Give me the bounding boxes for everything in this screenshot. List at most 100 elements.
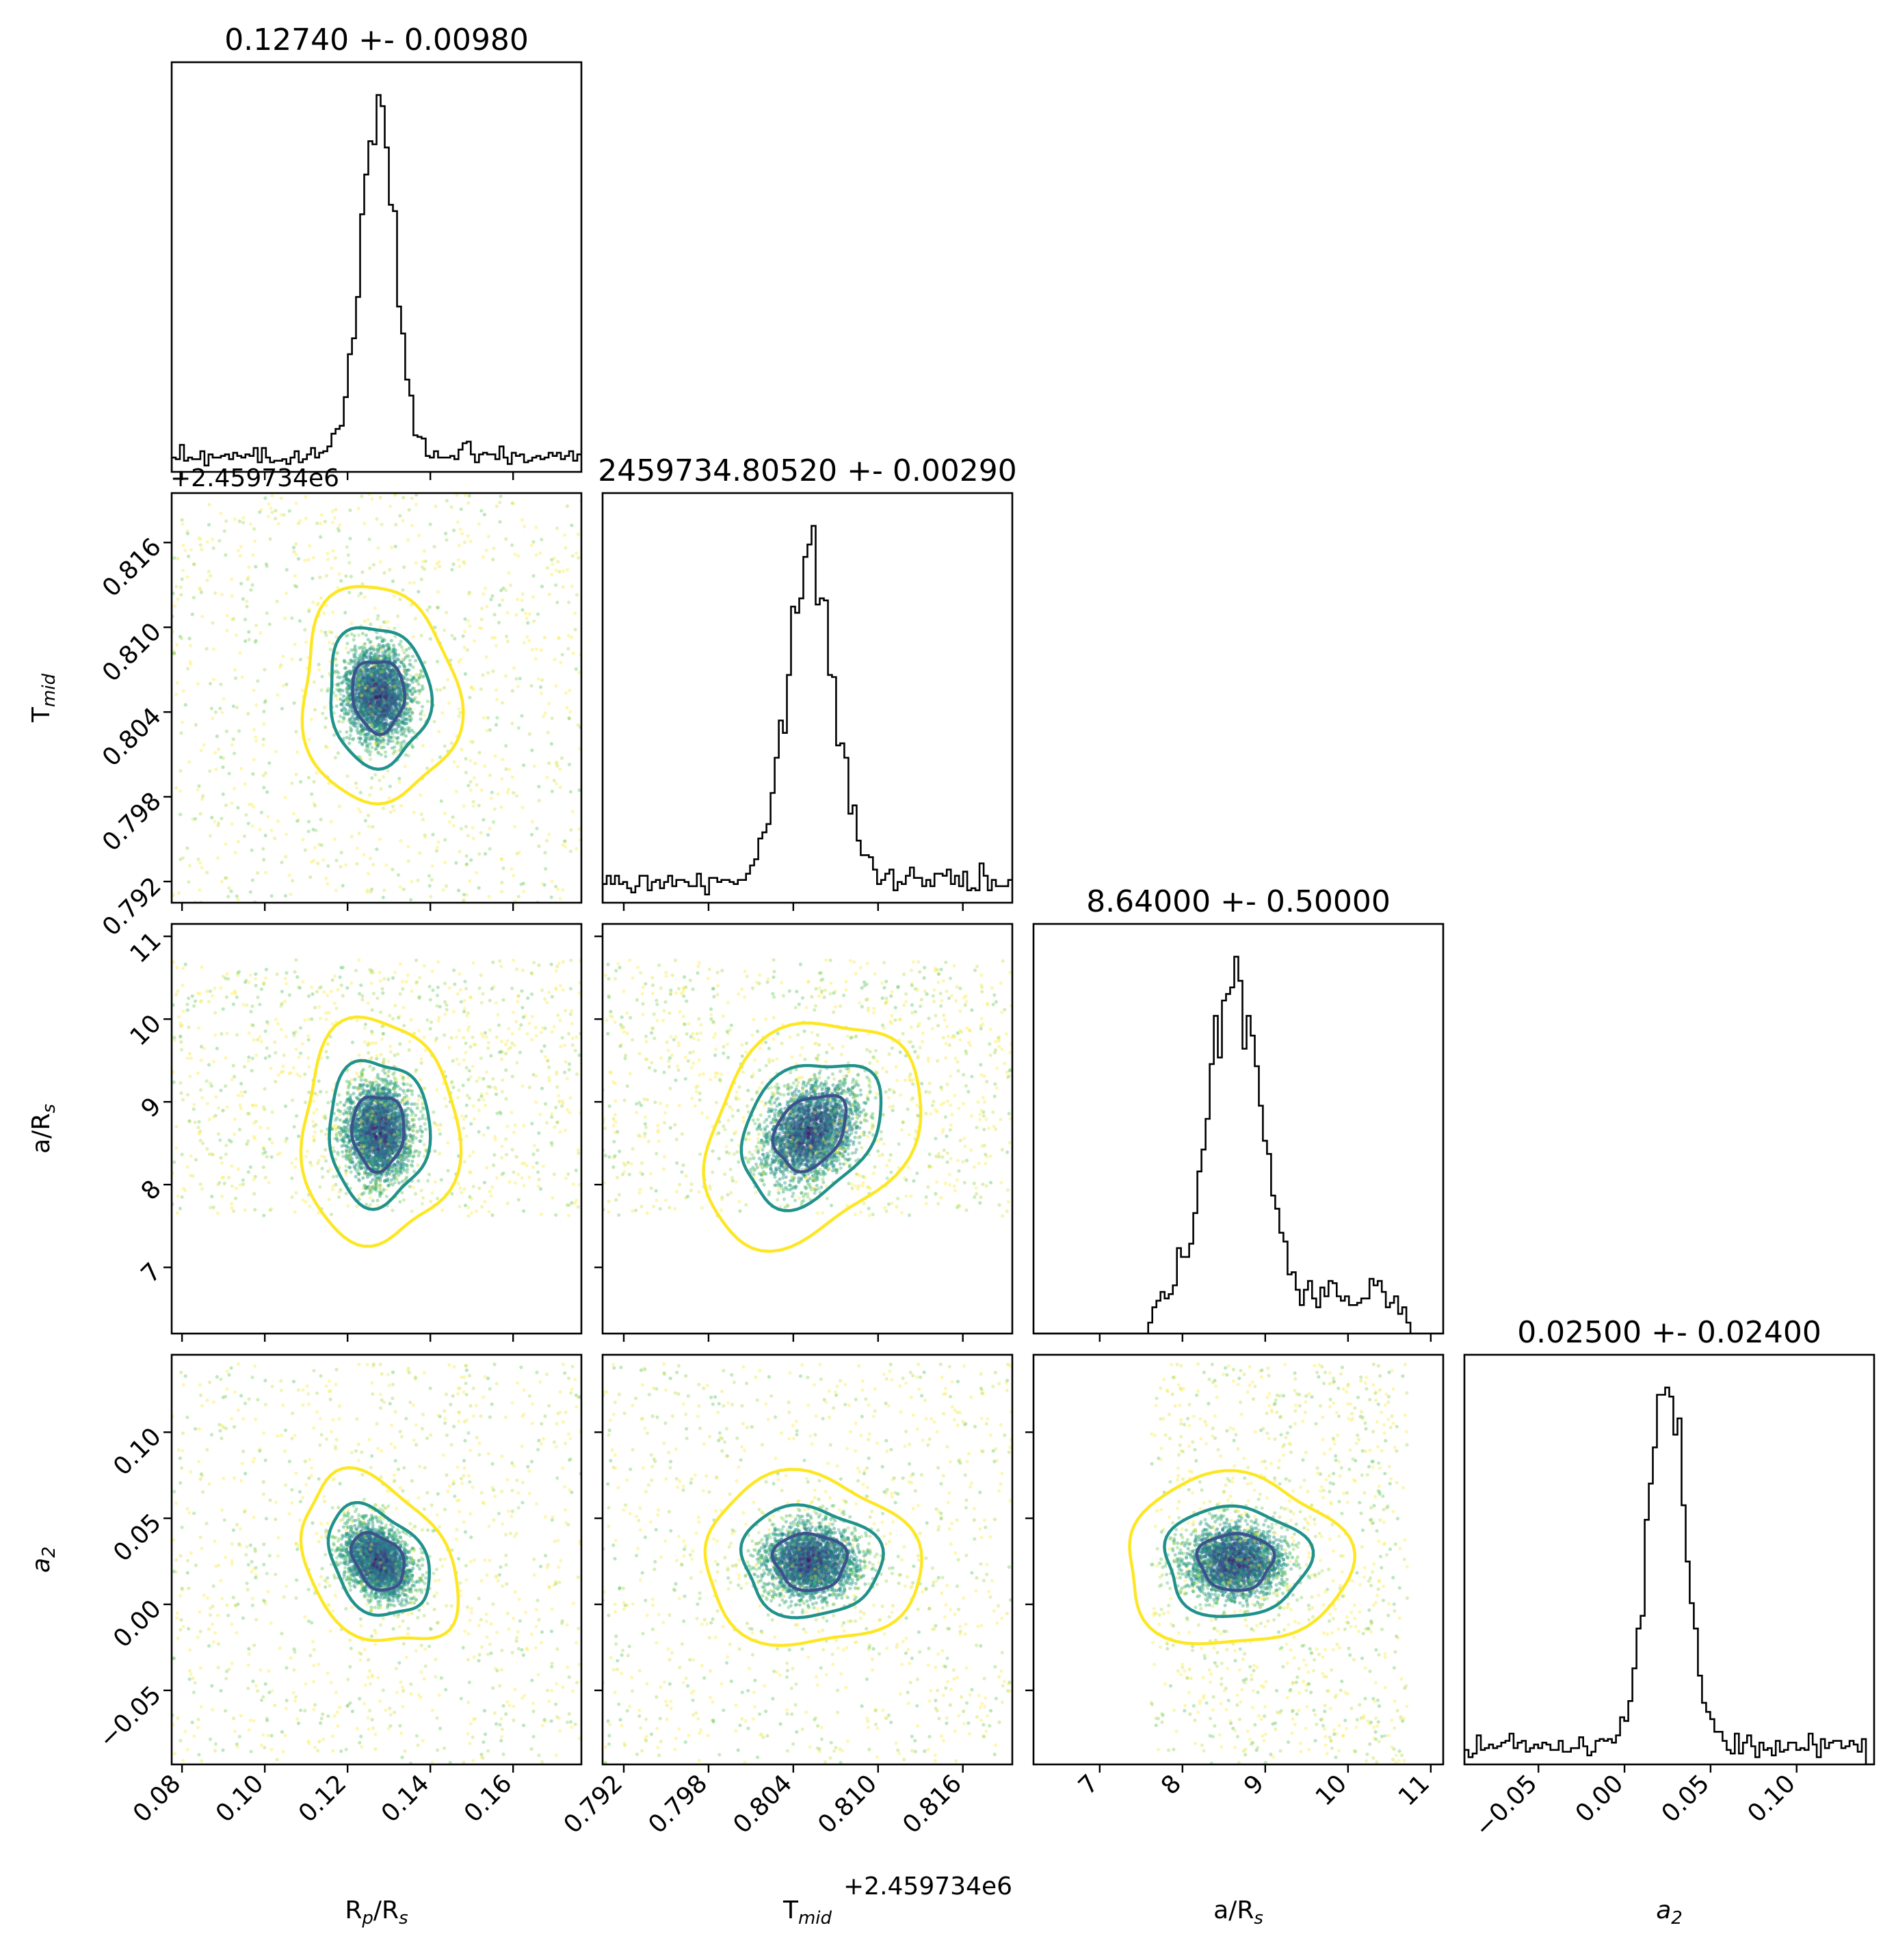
sample-point	[510, 501, 514, 505]
sample-point	[306, 819, 311, 823]
sample-point	[568, 710, 572, 714]
sample-point	[358, 810, 363, 814]
sample-point	[294, 772, 298, 776]
sample-point	[352, 719, 356, 724]
sample-point	[339, 1109, 343, 1113]
sample-point	[392, 735, 397, 739]
sample-point	[378, 635, 382, 639]
sample-point	[367, 663, 371, 667]
sample-point	[512, 873, 516, 877]
sample-point	[252, 728, 256, 732]
sample-point	[477, 886, 481, 890]
sample-point	[175, 680, 179, 685]
sample-point	[261, 737, 265, 741]
sample-point	[405, 684, 410, 689]
sample-point	[341, 689, 345, 693]
sample-point	[391, 739, 395, 743]
sample-point	[370, 734, 374, 738]
sample-point	[347, 708, 352, 712]
sample-point	[326, 864, 330, 868]
sample-point	[422, 549, 426, 553]
sample-point	[420, 709, 424, 713]
sample-point	[530, 648, 534, 652]
sample-point	[363, 819, 368, 823]
sample-point	[367, 813, 371, 817]
sample-point	[411, 676, 415, 680]
sample-point	[409, 603, 413, 607]
sample-point	[336, 527, 340, 531]
sample-point	[300, 689, 304, 693]
sample-point	[321, 711, 325, 715]
sample-point	[378, 560, 382, 564]
sample-point	[375, 671, 379, 676]
sample-point	[371, 862, 376, 866]
sample-point	[435, 845, 439, 849]
sample-point	[198, 537, 202, 541]
sample-point	[396, 614, 400, 618]
sample-point	[419, 1124, 423, 1128]
sample-point	[352, 723, 356, 727]
sample-point	[380, 654, 385, 658]
sample-point	[313, 708, 317, 712]
sample-point	[384, 687, 389, 691]
sample-point	[479, 607, 484, 611]
sample-point	[380, 691, 384, 695]
sample-point	[539, 648, 544, 652]
sample-point	[408, 662, 412, 666]
sample-point	[382, 571, 386, 575]
sample-point	[393, 651, 397, 655]
sample-point	[437, 564, 442, 569]
sample-point	[269, 894, 274, 898]
sample-point	[431, 832, 435, 836]
sample-point	[379, 786, 383, 791]
sample-point	[381, 895, 385, 899]
sample-point	[559, 661, 563, 665]
sample-point	[347, 685, 351, 689]
sample-point	[341, 675, 345, 679]
sample-point	[402, 1083, 406, 1087]
panel-frame	[170, 61, 583, 473]
sample-point	[554, 568, 558, 572]
sample-point	[198, 888, 202, 892]
sample-point	[428, 522, 432, 527]
sample-point	[185, 531, 189, 535]
sample-point	[466, 834, 471, 838]
sample-point	[488, 847, 492, 851]
sample-point	[399, 698, 404, 702]
sample-point	[327, 641, 331, 645]
sample-point	[369, 672, 373, 676]
sample-point	[419, 793, 423, 797]
sample-point	[400, 657, 404, 661]
sample-point	[467, 494, 471, 498]
sample-point	[299, 780, 303, 784]
sample-point	[408, 688, 412, 692]
sample-point	[538, 551, 542, 555]
sample-point	[339, 579, 343, 583]
sample-point	[325, 745, 330, 750]
sample-point	[531, 595, 536, 599]
sample-point	[311, 827, 315, 832]
sample-point	[489, 796, 493, 800]
sample-point	[408, 714, 412, 719]
sample-point	[209, 706, 213, 711]
sample-point	[179, 593, 183, 597]
sample-point	[469, 539, 473, 544]
sample-point	[239, 544, 243, 548]
sample-point	[395, 657, 399, 661]
sample-point	[543, 711, 547, 715]
sample-point	[344, 687, 349, 691]
sample-point	[340, 708, 344, 713]
sample-point	[357, 831, 361, 836]
sample-point	[343, 713, 347, 717]
sample-point	[274, 509, 278, 513]
sample-point	[323, 520, 327, 524]
sample-point	[420, 565, 425, 569]
sample-point	[419, 712, 423, 716]
sample-point	[327, 629, 331, 634]
sample-point	[384, 656, 388, 660]
sample-point	[205, 647, 209, 651]
sample-point	[464, 825, 469, 829]
sample-point	[347, 590, 352, 595]
sample-point	[408, 1184, 412, 1189]
sample-point	[462, 646, 466, 650]
